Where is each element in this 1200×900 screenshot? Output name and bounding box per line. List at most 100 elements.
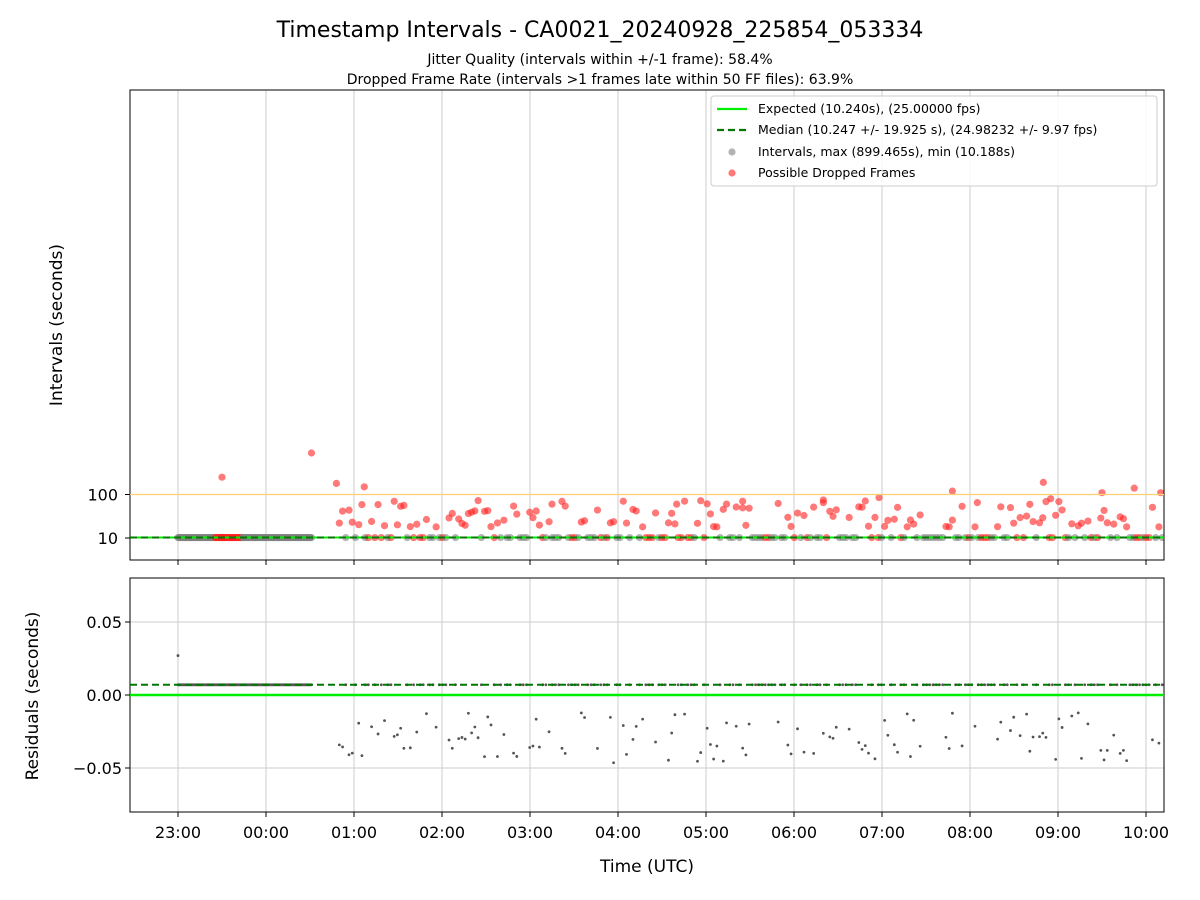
- residual-point: [1044, 735, 1048, 739]
- dropped-frame-point: [800, 511, 808, 520]
- residual-point: [883, 718, 887, 722]
- residual-point: [450, 746, 454, 750]
- dropped-frame-outlier: [875, 493, 883, 502]
- residual-point: [596, 747, 599, 750]
- residual-point: [392, 735, 396, 738]
- dropped-frame-point: [474, 496, 482, 505]
- residual-point: [867, 751, 870, 755]
- residual-point: [1012, 715, 1016, 719]
- dropped-frame-point: [903, 523, 911, 531]
- dropped-frame-point: [997, 503, 1005, 511]
- legend-box: [710, 95, 1158, 187]
- interval-y-tick-label: 10: [98, 529, 118, 548]
- dropped-frame-point: [532, 507, 540, 515]
- residual-point: [796, 727, 799, 731]
- residuals-panel: 0.05 0.00 −0.05 23:00 00:00 01:00 02:00 03:00 0…: [23, 577, 1169, 877]
- x-tick-label: 04:00: [595, 823, 641, 842]
- chart-subtitle-dropped: Dropped Frame Rate (intervals >1 frames …: [347, 72, 854, 88]
- residual-y-tick-label: −0.05: [73, 759, 122, 778]
- dropped-frame-point: [910, 520, 918, 528]
- intervals-points: [174, 449, 1164, 542]
- residual-point: [457, 737, 461, 741]
- dropped-frame-point: [732, 503, 740, 511]
- residual-point: [705, 726, 709, 730]
- residual-point: [337, 743, 341, 747]
- residual-point: [821, 731, 825, 735]
- dropped-frame-point: [793, 509, 802, 517]
- residual-point: [1041, 731, 1045, 735]
- dropped-frame-point: [1010, 519, 1018, 527]
- residual-point: [370, 725, 373, 729]
- residual-point: [644, 683, 648, 687]
- residual-point: [996, 737, 999, 741]
- residual-point: [947, 747, 951, 750]
- residual-point: [547, 730, 551, 734]
- residual-point: [686, 683, 690, 687]
- x-tick-label: 23:00: [155, 823, 201, 842]
- residual-point: [841, 683, 845, 687]
- residual-point: [1070, 714, 1074, 718]
- dropped-frame-point: [526, 508, 534, 516]
- residual-point: [1157, 741, 1161, 745]
- dropped-frame-point: [471, 507, 479, 515]
- residual-point: [1060, 726, 1064, 729]
- dropped-frame-point: [1039, 514, 1047, 522]
- dropped-frame-point: [413, 520, 421, 528]
- dropped-frame-outlier: [948, 487, 957, 495]
- dropped-frame-point: [1084, 517, 1092, 525]
- residual-point: [567, 683, 570, 687]
- residual-point: [534, 717, 538, 721]
- residual-point: [944, 735, 948, 739]
- residual-point: [641, 717, 645, 721]
- dropped-frame-point: [993, 523, 1002, 531]
- residual-point: [673, 713, 677, 717]
- dropped-frame-point: [400, 501, 408, 510]
- residual-point: [721, 759, 725, 763]
- dropped-frame-point: [529, 514, 537, 522]
- dropped-frame-point: [916, 511, 924, 519]
- x-axis-label: Time (UTC): [599, 857, 694, 877]
- dropped-frame-point: [338, 507, 347, 515]
- dropped-frame-point: [1103, 519, 1111, 527]
- residual-point: [951, 711, 954, 715]
- dropped-frame-point: [829, 512, 837, 520]
- residual-point: [1083, 683, 1087, 687]
- residual-point: [709, 743, 712, 746]
- dropped-frame-point: [787, 522, 795, 531]
- dropped-frame-outlier: [1039, 478, 1047, 486]
- residual-point: [444, 683, 448, 687]
- residual-point: [360, 754, 364, 758]
- legend-expected-label: Expected (10.240s), (25.00000 fps): [758, 101, 980, 116]
- legend-median-label: Median (10.247 +/- 19.925 s), (24.98232 …: [758, 122, 1097, 137]
- dropped-frame-point: [1068, 520, 1076, 528]
- residual-point: [809, 683, 812, 687]
- residual-point: [537, 745, 541, 749]
- dropped-frame-point: [535, 521, 543, 529]
- chart-title: Timestamp Intervals - CA0021_20240928_22…: [276, 18, 924, 43]
- legend: Expected (10.240s), (25.00000 fps) Media…: [710, 95, 1158, 187]
- residual-point: [999, 720, 1003, 724]
- dropped-frame-point: [358, 500, 366, 509]
- residual-point: [1025, 712, 1029, 716]
- dropped-frame-point: [561, 502, 569, 510]
- residual-point: [734, 724, 738, 728]
- residual-point: [1128, 683, 1132, 687]
- residual-point: [483, 755, 486, 758]
- dropped-frame-point: [884, 516, 892, 524]
- residual-point: [789, 752, 793, 756]
- dropped-frame-point: [374, 501, 382, 509]
- residual-point: [608, 715, 612, 719]
- dropped-frame-point: [1016, 514, 1024, 522]
- residual-point: [1112, 733, 1116, 737]
- residual-point: [408, 746, 412, 750]
- residual-point: [654, 740, 657, 744]
- residual-point: [1102, 758, 1106, 762]
- residuals-y-ticks: 0.05 0.00 −0.05: [73, 613, 130, 778]
- intervals-panel: 10 100 Intervals (seconds) Expected (10.2…: [47, 89, 1165, 565]
- dropped-frame-point: [390, 497, 398, 505]
- dropped-frame-point: [348, 518, 356, 526]
- residual-point: [847, 727, 851, 731]
- residual-point: [531, 744, 535, 748]
- dropped-frame-point: [1052, 511, 1060, 519]
- residual-point: [1105, 748, 1109, 752]
